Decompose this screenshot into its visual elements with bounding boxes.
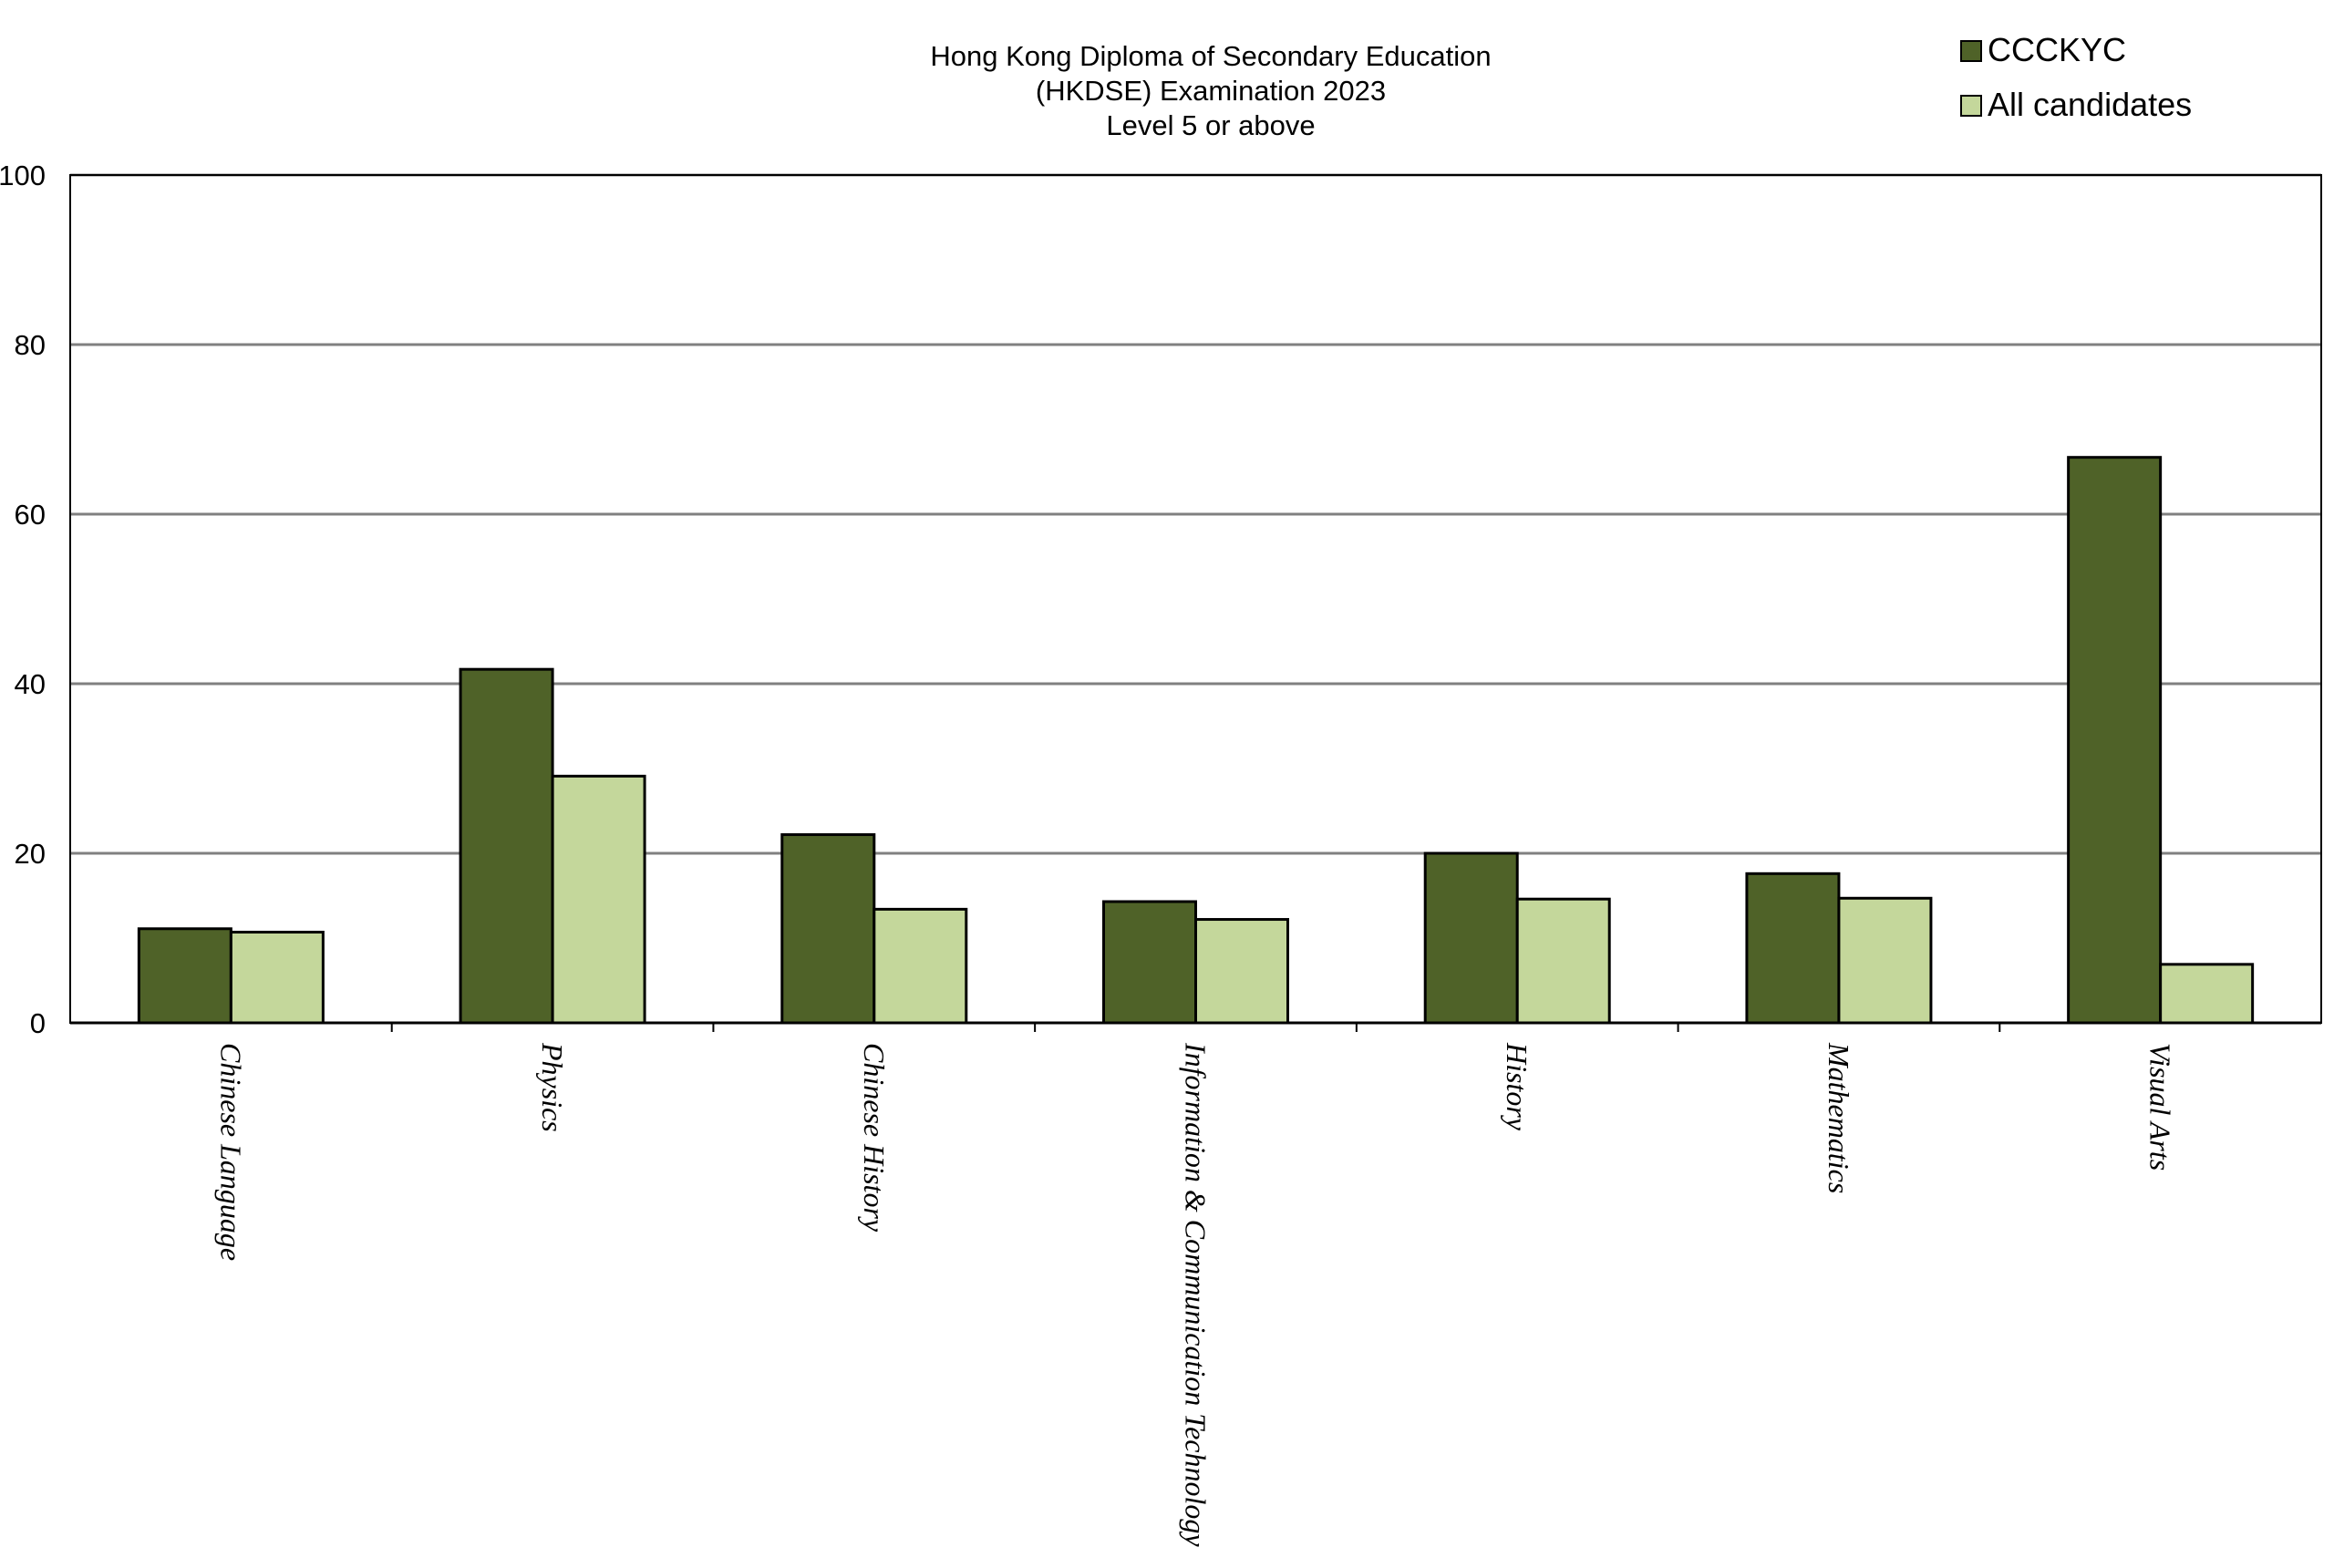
bar-all-candidates [1837,896,1933,1025]
bar-ccckyc [2067,456,2163,1025]
legend-label: All candidates [1988,86,2192,123]
legend-label: CCCKYC [1988,31,2126,68]
bar-all-candidates [2159,963,2255,1025]
x-tick-label: Chinese Language [214,1043,247,1261]
axes [69,174,2322,1032]
x-tick-label: Mathematics [1823,1042,1855,1193]
x-tick-label: Chinese History [858,1043,891,1233]
bar-ccckyc [1423,851,1519,1025]
x-tick-label: Information & Communication Technology [1180,1042,1213,1547]
gridlines [70,173,2321,855]
y-axis-ticks: 0 20 40 60 80 100 [0,160,46,1039]
x-tick-label: Visual Arts [2144,1043,2177,1171]
x-axis-ticks: Chinese Language Physics Chinese History In… [214,1042,2176,1547]
bar-ccckyc [780,833,876,1025]
chart-title-line-3: Level 5 or above [1106,109,1315,141]
y-tick-label: 20 [15,838,46,870]
x-tick-label: History [1501,1042,1534,1131]
legend-swatch [1960,95,1982,117]
y-tick-label: 100 [0,160,46,191]
bar-all-candidates [1515,897,1611,1025]
bar-ccckyc [137,927,232,1025]
bar-ccckyc [1745,872,1841,1025]
y-tick-label: 60 [15,499,46,531]
y-tick-label: 0 [30,1007,46,1039]
bar-ccckyc [1102,900,1197,1025]
bar-all-candidates [1194,918,1289,1025]
chart-title-line-2: (HKDSE) Examination 2023 [1036,75,1386,107]
bars [137,456,2255,1025]
y-tick-label: 80 [15,329,46,361]
chart-title-line-1: Hong Kong Diploma of Secondary Education [930,40,1491,72]
chart-legend: CCCKYC All candidates [1960,31,2192,123]
legend-swatch [1960,40,1982,62]
plot-area-frame [69,174,2322,1024]
chart-title: Hong Kong Diploma of Secondary Education… [930,40,1491,141]
bar-all-candidates [551,774,646,1025]
x-tick-label: Physics [536,1042,569,1132]
bar-ccckyc [459,667,554,1025]
bar-all-candidates [229,930,325,1025]
y-tick-label: 40 [15,668,46,700]
bar-all-candidates [873,907,968,1025]
